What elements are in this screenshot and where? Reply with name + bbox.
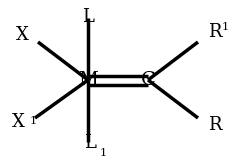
Text: X: X [16, 26, 28, 44]
Text: C: C [140, 71, 155, 89]
Text: 1: 1 [100, 148, 107, 158]
Text: M: M [78, 71, 98, 89]
Text: 1: 1 [222, 22, 229, 32]
Text: R: R [208, 116, 222, 134]
Text: 1: 1 [30, 116, 37, 126]
Text: X: X [12, 113, 24, 131]
Text: R: R [208, 23, 222, 41]
Text: L: L [84, 134, 96, 152]
Text: L: L [82, 8, 94, 26]
